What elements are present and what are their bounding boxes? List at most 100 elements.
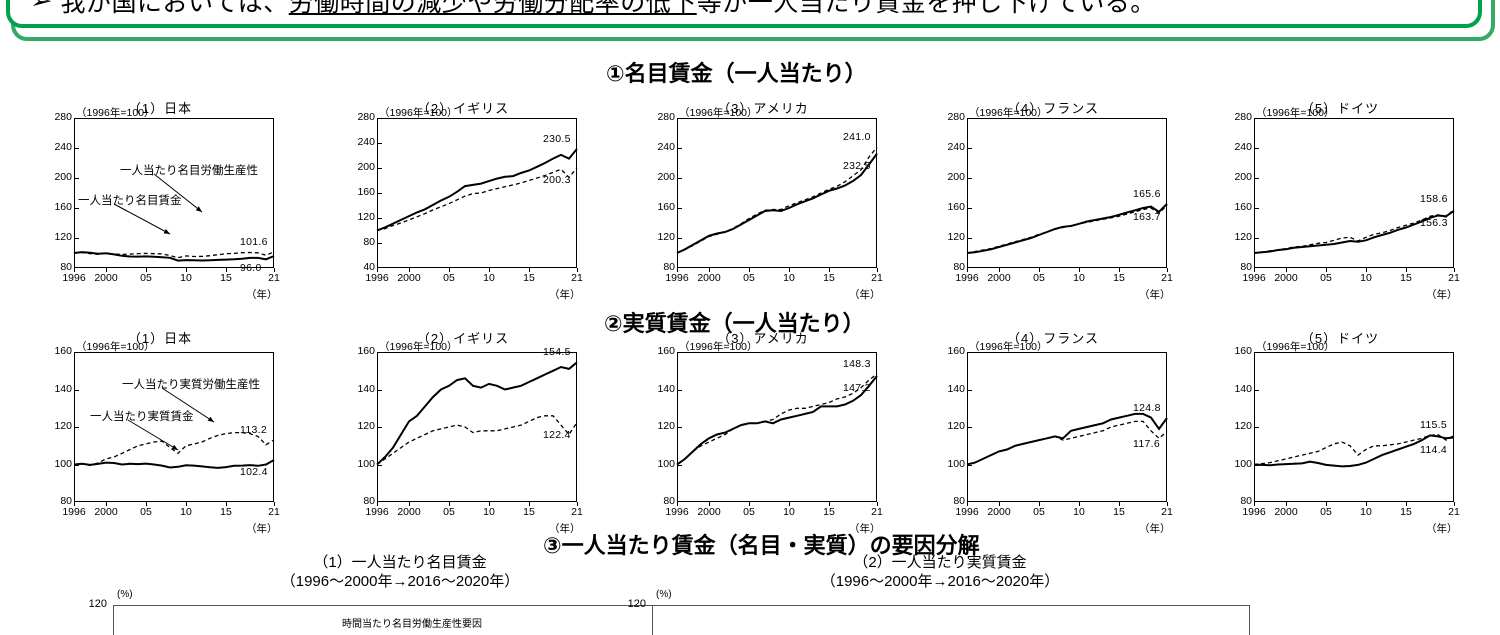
series-end-value-label: 156.3 — [1420, 216, 1448, 229]
series-lines — [676, 373, 878, 466]
plot-area — [1254, 352, 1454, 502]
x-axis-tick-label: 10 — [483, 272, 495, 284]
y-axis-tick-mark — [677, 427, 682, 428]
x-axis-tick-label: 10 — [180, 272, 192, 284]
x-axis-tick-mark — [749, 502, 750, 506]
y-axis-tick-mark — [967, 208, 972, 209]
y-axis-tick-label: 240 — [1234, 141, 1252, 153]
y-axis-tick-mark — [74, 238, 79, 239]
series-lines — [376, 361, 578, 466]
x-axis-tick-label: 10 — [1073, 506, 1085, 518]
x-axis-tick-label: 10 — [783, 506, 795, 518]
section-title-real-wage: ②実質賃金（一人当たり） — [604, 311, 865, 336]
x-axis-tick-label: 21 — [871, 272, 883, 284]
x-axis-tick-mark — [529, 502, 530, 506]
y-axis-tick-label: 120 — [357, 420, 375, 432]
y-axis-tick-label: 80 — [60, 495, 72, 507]
y-axis-tick-label: 160 — [947, 345, 965, 357]
series-line — [966, 203, 1168, 254]
headline-underlined: 労働時間の減少や労働分配率の低下 — [288, 0, 697, 17]
y-axis-tick-label: 140 — [657, 382, 675, 395]
x-axis-tick-label: 15 — [1113, 506, 1125, 518]
y-axis-tick-label: 200 — [657, 171, 675, 183]
y-axis-tick-mark — [377, 243, 382, 244]
x-axis-tick-label: 05 — [743, 272, 755, 284]
series-line — [966, 420, 1168, 466]
x-axis-unit-label: （年） — [1139, 289, 1171, 301]
y-axis-tick-label: 280 — [357, 111, 375, 123]
y-axis-tick-label: 120 — [947, 420, 965, 432]
series-line — [376, 415, 578, 466]
series-lines — [1253, 433, 1455, 468]
x-axis-tick-label: 2000 — [1274, 272, 1298, 284]
x-axis-tick-mark — [529, 268, 530, 272]
x-axis-tick-mark — [1119, 268, 1120, 272]
x-axis-tick-label: 21 — [1161, 272, 1173, 284]
x-axis-tick-mark — [709, 502, 710, 506]
x-axis-tick-label: 10 — [1073, 272, 1085, 284]
series-end-value-label: 113.2 — [240, 423, 267, 436]
chart-panel-real-usa: （3）アメリカ （1996年=100） 80 100 120 140 160 1996 2000… — [645, 330, 905, 540]
decomposition-title-line1: （2）一人当たり実質賃金 — [853, 554, 1027, 571]
y-axis-tick-label: 280 — [947, 111, 965, 123]
y-axis-tick-mark — [677, 238, 682, 239]
x-axis-unit-label: （年） — [549, 289, 581, 301]
x-axis-unit-label: （年） — [1139, 523, 1171, 535]
series-line — [73, 431, 275, 467]
headline-callout: ➢ 我が国においては、労働時間の減少や労働分配率の低下等が一人当たり賃金を押し下… — [6, 0, 1495, 41]
y-axis-tick-mark — [1254, 148, 1259, 149]
x-axis-tick-mark — [274, 268, 275, 272]
chart-panel-nominal-germany: （5）ドイツ （1996年=100） 80 120 160 200 240 280 1996 20… — [1222, 100, 1482, 310]
x-axis-tick-mark — [146, 268, 147, 272]
x-axis-tick-label: 05 — [1033, 272, 1045, 284]
x-axis-tick-label: 21 — [268, 506, 280, 518]
chart-unit-note: （1996年=100） — [969, 107, 1048, 119]
y-axis-tick-mark — [677, 464, 682, 466]
headline-part2: 等が一人当たり賃金を押し下げている。 — [696, 0, 1156, 17]
headline-part1: 我が国においては、 — [60, 0, 289, 17]
series-line — [376, 361, 578, 466]
series-line — [676, 373, 878, 466]
decomposition-band-label: 時間当たり名目労働生産性要因 — [342, 619, 482, 630]
x-axis-tick-label: 10 — [180, 506, 192, 518]
x-axis-tick-mark — [1079, 502, 1080, 506]
x-axis-tick-mark — [74, 268, 75, 272]
y-axis-tick-label: 120 — [1234, 231, 1252, 243]
y-axis-tick-label: 80 — [60, 261, 72, 273]
x-axis-unit-label: （年） — [849, 523, 881, 535]
x-axis-unit-label: （年） — [246, 523, 278, 535]
y-axis-tick-mark — [1254, 208, 1259, 209]
series-end-value-label: 158.6 — [1420, 193, 1448, 206]
x-axis-tick-mark — [1326, 502, 1327, 506]
x-axis-tick-mark — [1079, 268, 1080, 272]
x-axis-tick-mark — [146, 502, 147, 506]
series-line — [966, 204, 1168, 254]
x-axis-tick-label: 05 — [443, 272, 455, 284]
x-axis-tick-mark — [749, 268, 750, 272]
x-axis-tick-label: 05 — [1320, 506, 1332, 518]
x-axis-tick-label: 21 — [571, 506, 583, 518]
decomposition-title-line1: （1）一人当たり名目賃金 — [313, 554, 487, 571]
x-axis-tick-mark — [274, 502, 275, 506]
x-axis-tick-mark — [377, 502, 378, 506]
y-axis-tick-mark — [1254, 427, 1259, 428]
y-axis-tick-label: 100 — [1234, 457, 1252, 470]
x-axis-tick-label: 15 — [220, 272, 232, 284]
x-axis-tick-mark — [489, 502, 490, 506]
y-axis-tick-label: 140 — [357, 382, 375, 395]
plot-area — [967, 352, 1167, 502]
x-axis-tick-label: 21 — [871, 506, 883, 518]
y-axis-tick-mark — [967, 148, 972, 149]
x-axis-tick-label: 15 — [1113, 272, 1125, 284]
x-axis-tick-label: 1996 — [1242, 272, 1266, 284]
y-axis-tick-label: 120 — [54, 231, 72, 243]
y-axis-tick-label: 120 — [357, 211, 375, 223]
series-line — [676, 375, 878, 466]
y-axis-tick-label: 80 — [363, 495, 375, 507]
x-axis-tick-mark — [1039, 268, 1040, 272]
y-axis-tick-mark — [967, 464, 972, 466]
y-axis-tick-mark — [677, 148, 682, 149]
x-axis-tick-mark — [1119, 502, 1120, 506]
x-axis-tick-mark — [74, 502, 75, 506]
y-axis-tick-label: 200 — [54, 171, 72, 183]
